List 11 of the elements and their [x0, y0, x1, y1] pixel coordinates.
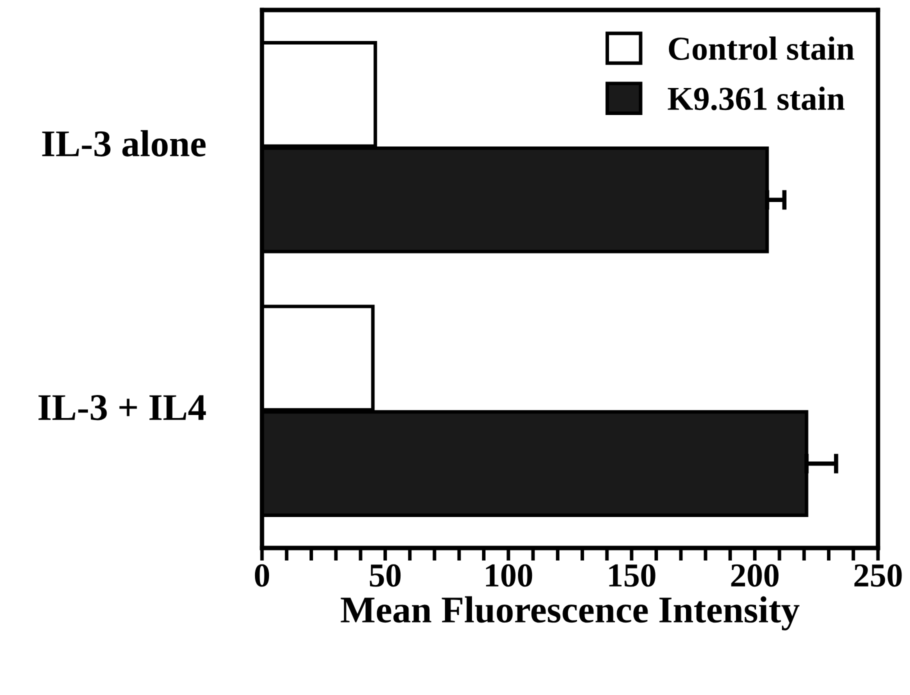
- y-tick-label: IL-3 alone: [42, 130, 206, 157]
- legend-label: Control stain: [668, 36, 854, 60]
- x-tick-label: 50: [370, 564, 401, 587]
- x-tick-label: 200: [731, 564, 779, 587]
- x-tick-label: 150: [609, 564, 656, 587]
- x-tick-label: 250: [854, 564, 902, 587]
- legend-label: K9.361 stain: [668, 86, 845, 110]
- x-tick-label: 0: [254, 564, 270, 587]
- x-axis-title: Mean Fluorescence Intensity: [340, 596, 800, 630]
- y-tick-label: IL-3 + IL4: [38, 395, 206, 420]
- x-tick-label: 100: [486, 564, 532, 587]
